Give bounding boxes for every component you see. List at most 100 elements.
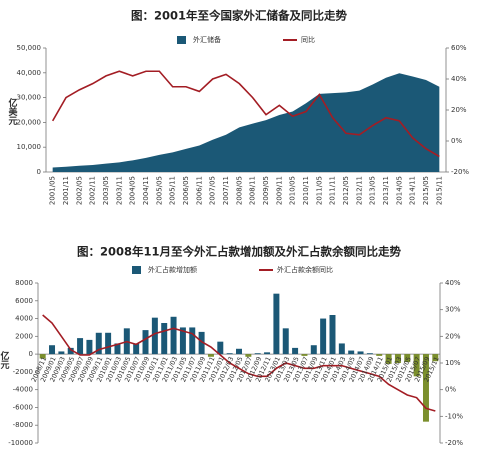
y2-tick-label: 20%: [451, 106, 467, 114]
y-axis-label: 亿元: [0, 350, 9, 370]
y-tick-label: -4000: [13, 386, 33, 394]
bar: [357, 351, 364, 355]
y2-tick-label: 20%: [445, 332, 461, 340]
x-tick-label: 2012/05: [342, 176, 350, 205]
x-tick-label: 2002/05: [75, 176, 83, 205]
y2-tick-label: 0%: [445, 386, 456, 394]
y-tick-label: 2000: [15, 332, 33, 340]
y-tick-label: 20,000: [17, 118, 42, 126]
y-tick-label: 0: [29, 350, 33, 358]
bar: [226, 353, 233, 355]
x-tick-label: 2015/11: [435, 176, 443, 205]
chart-title: 图：2001年至今国家外汇储备及同比走势: [131, 9, 348, 23]
x-tick-label: 2004/11: [142, 176, 150, 205]
legend-label: 外汇占款余额同比: [277, 265, 333, 274]
chart-title: 图：2008年11月至今外汇占款增加额及外汇占款余额同比走势: [77, 245, 402, 259]
bar: [366, 353, 373, 355]
x-tick-label: 2006/05: [182, 176, 190, 205]
y2-tick-label: 40%: [451, 75, 467, 83]
y-tick-label: 4000: [15, 315, 33, 323]
bar: [254, 353, 261, 355]
x-tick-label: 2010/05: [289, 176, 297, 205]
y-tick-label: 10,000: [17, 143, 42, 151]
legend-label: 外汇占款增加额: [148, 265, 197, 274]
x-tick-label: 2001/05: [49, 176, 57, 205]
y-tick-label: 40,000: [17, 69, 42, 77]
bar: [292, 347, 299, 355]
x-tick-label: 2005/11: [169, 176, 177, 205]
bar: [95, 332, 102, 355]
x-tick-label: 2013/05: [369, 176, 377, 205]
x-tick-label: 2014/05: [395, 176, 403, 205]
bar: [385, 354, 392, 364]
x-tick-label: 2002/11: [89, 176, 97, 205]
y2-tick-label: 0%: [451, 137, 462, 145]
y-axis-label: 亿美元: [7, 97, 18, 126]
x-tick-label: 2008/11: [249, 176, 257, 205]
bar: [114, 343, 121, 355]
x-tick-label: 2009/05: [262, 176, 270, 205]
x-tick-label: 2003/11: [115, 176, 123, 205]
bar: [376, 354, 383, 356]
bar: [86, 339, 93, 355]
x-tick-label: 2007/05: [209, 176, 217, 205]
bar: [310, 345, 317, 355]
x-tick-label: 2011/05: [315, 176, 323, 205]
legend-label: 外汇储备: [193, 35, 221, 44]
y2-tick-label: -10%: [445, 412, 463, 420]
bar: [207, 354, 214, 357]
legend-swatch: [132, 266, 141, 274]
bar: [170, 316, 177, 355]
bar: [348, 350, 355, 355]
bar: [264, 352, 271, 355]
bar: [49, 345, 56, 355]
x-tick-label: 2010/11: [302, 176, 310, 205]
x-tick-label: 2008/05: [235, 176, 243, 205]
bar: [273, 293, 280, 355]
x-tick-label: 2014/11: [409, 176, 417, 205]
legend-label: 同比: [301, 35, 315, 44]
bar: [179, 327, 186, 355]
area: [52, 73, 440, 172]
bar: [320, 318, 327, 355]
x-tick-label: 2015/05: [422, 176, 430, 205]
bar: [105, 332, 112, 355]
x-tick-label: 2006/11: [195, 176, 203, 205]
y-tick-label: 30,000: [17, 94, 42, 102]
bar: [77, 338, 84, 355]
bar: [422, 354, 429, 422]
x-tick-label: 2007/11: [222, 176, 230, 205]
bar: [236, 348, 242, 355]
bar: [432, 354, 439, 362]
bar: [282, 328, 289, 355]
x-tick-label: 2005/05: [155, 176, 163, 205]
bar: [338, 343, 345, 355]
bar: [67, 347, 74, 355]
x-tick-label: 2011/11: [329, 176, 337, 205]
y-tick-label: -2000: [13, 368, 33, 376]
y2-tick-label: 10%: [445, 359, 461, 367]
bar: [133, 343, 140, 355]
x-tick-label: 2012/11: [355, 176, 363, 205]
x-tick-label: 2004/05: [129, 176, 137, 205]
y-tick-label: -10000: [8, 439, 33, 447]
y2-tick-label: 60%: [451, 44, 467, 52]
bar: [245, 354, 252, 357]
x-tick-label: 2009/11: [275, 176, 283, 205]
bar: [329, 315, 336, 355]
y-tick-label: 0: [37, 168, 41, 176]
bar: [394, 354, 401, 363]
legend-swatch: [177, 36, 186, 44]
y2-tick-label: -20%: [445, 439, 463, 447]
line: [42, 314, 436, 412]
bar: [198, 331, 205, 355]
y-tick-label: 8000: [15, 279, 33, 287]
bar: [413, 354, 420, 377]
bar: [151, 317, 158, 355]
y-tick-label: 50,000: [17, 44, 42, 52]
bar: [161, 323, 168, 355]
line: [51, 70, 440, 158]
y-tick-label: -6000: [13, 403, 33, 411]
bar: [142, 330, 149, 355]
